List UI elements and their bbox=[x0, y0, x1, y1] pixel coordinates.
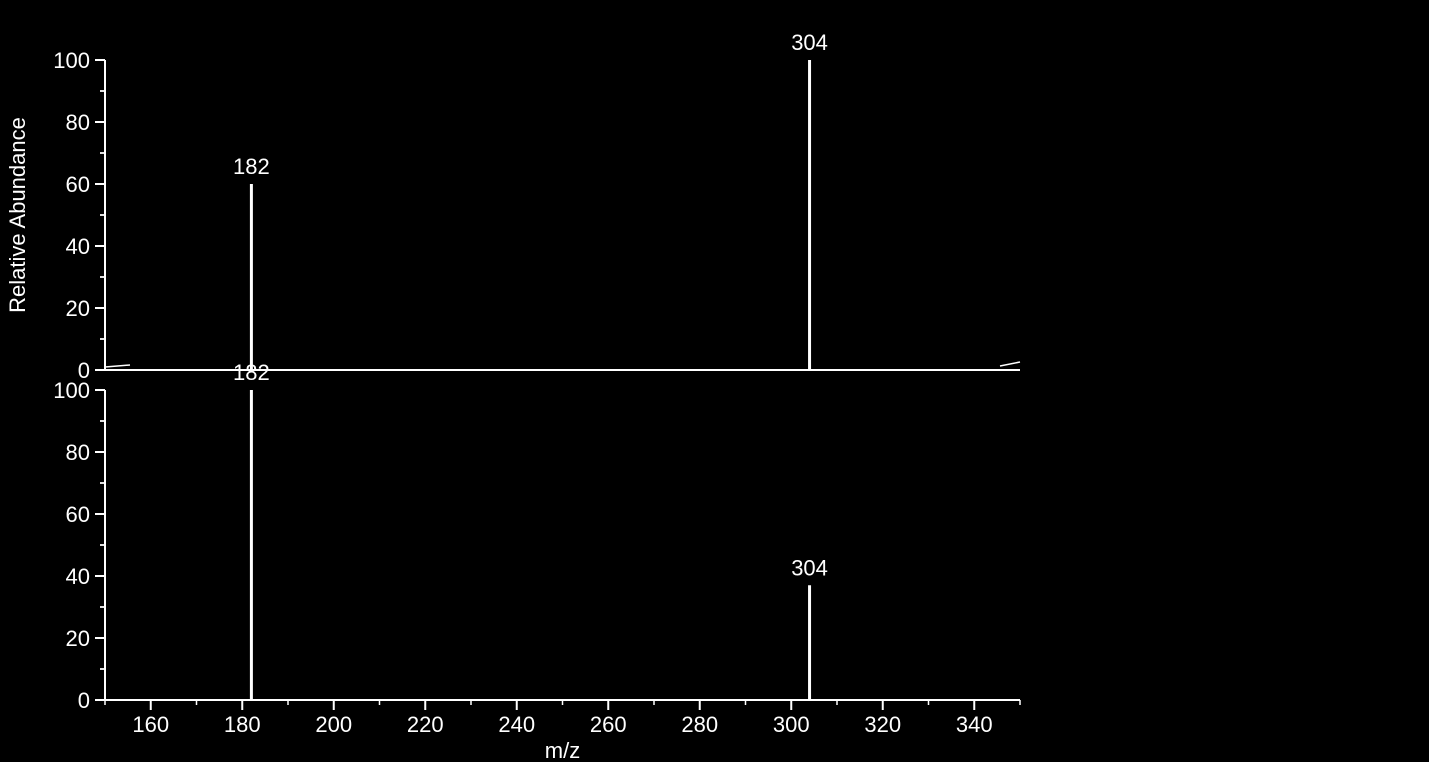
y-tick-label: 20 bbox=[66, 626, 90, 651]
y-tick-label: 80 bbox=[66, 110, 90, 135]
x-tick-label: 220 bbox=[407, 712, 444, 737]
x-tick-label: 300 bbox=[773, 712, 810, 737]
peak-label: 182 bbox=[233, 360, 270, 385]
peak-label: 182 bbox=[233, 154, 270, 179]
y-tick-label: 60 bbox=[66, 172, 90, 197]
chart-svg: 0204060801001823040204060801001823041601… bbox=[0, 0, 1429, 762]
peak-label: 304 bbox=[791, 555, 828, 580]
x-tick-label: 200 bbox=[315, 712, 352, 737]
x-tick-label: 320 bbox=[864, 712, 901, 737]
x-tick-label: 260 bbox=[590, 712, 627, 737]
y-axis-label: Relative Abundance bbox=[5, 117, 30, 313]
x-axis-label: m/z bbox=[545, 738, 580, 762]
x-tick-label: 180 bbox=[224, 712, 261, 737]
y-tick-label: 40 bbox=[66, 234, 90, 259]
x-tick-label: 340 bbox=[956, 712, 993, 737]
y-tick-label: 100 bbox=[53, 378, 90, 403]
y-tick-label: 40 bbox=[66, 564, 90, 589]
y-tick-label: 80 bbox=[66, 440, 90, 465]
x-tick-label: 240 bbox=[498, 712, 535, 737]
y-tick-label: 20 bbox=[66, 296, 90, 321]
x-tick-label: 160 bbox=[132, 712, 169, 737]
peak-label: 304 bbox=[791, 30, 828, 55]
y-tick-label: 100 bbox=[53, 48, 90, 73]
y-tick-label: 0 bbox=[78, 688, 90, 713]
mass-spectrum-chart: 0204060801001823040204060801001823041601… bbox=[0, 0, 1429, 762]
x-tick-label: 280 bbox=[681, 712, 718, 737]
y-tick-label: 60 bbox=[66, 502, 90, 527]
